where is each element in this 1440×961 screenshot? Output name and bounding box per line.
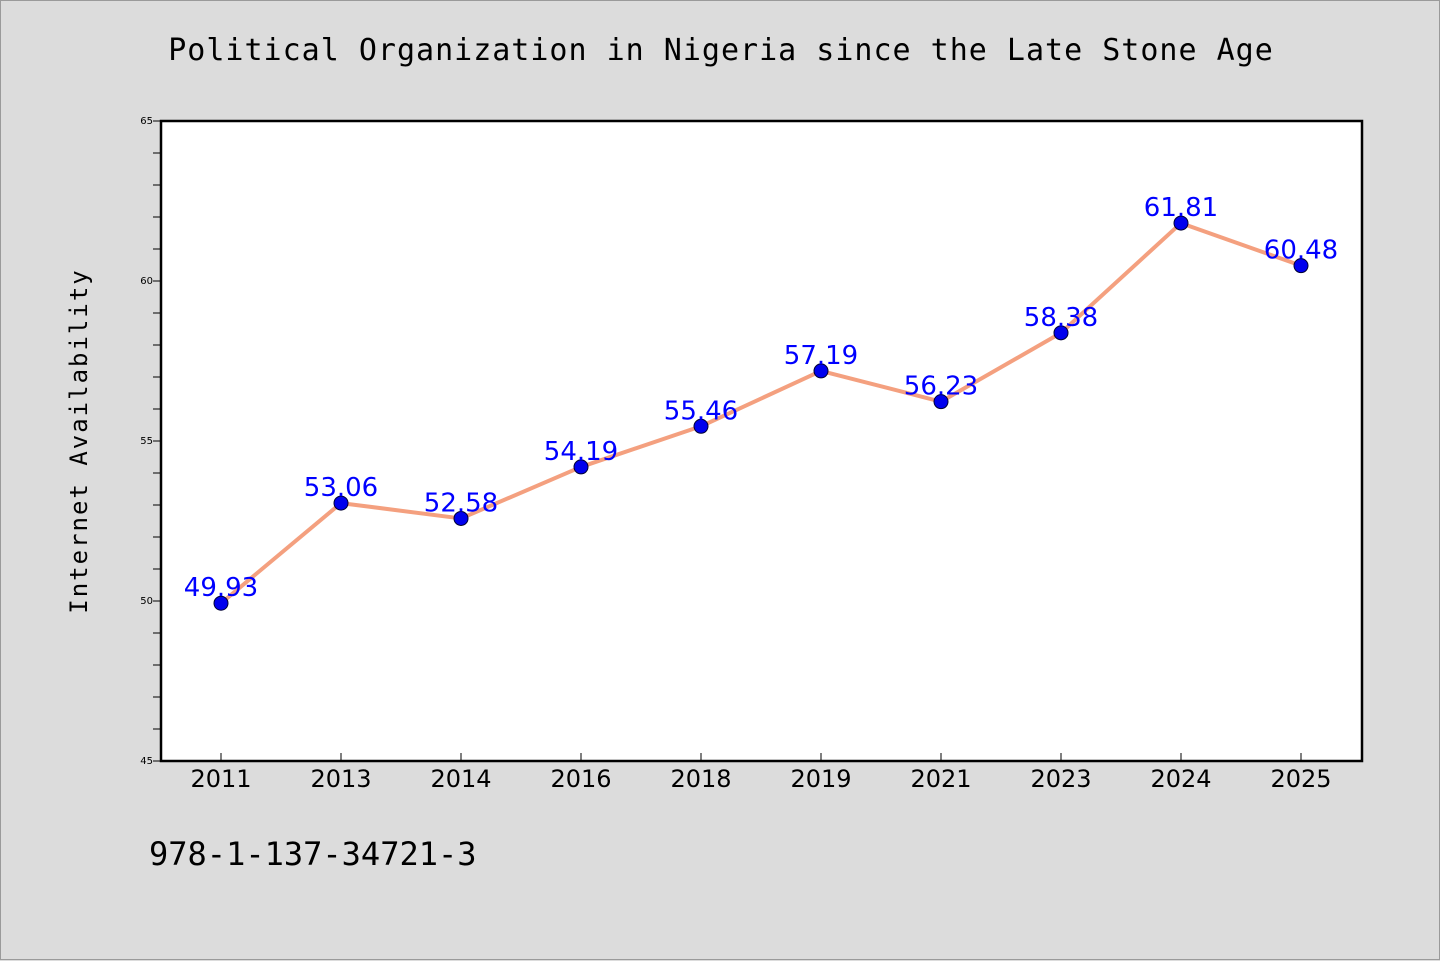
data-point <box>693 418 709 434</box>
data-label: 58.38 <box>1024 303 1098 333</box>
x-tick-label: 2014 <box>430 765 491 793</box>
isbn-label: 978-1-137-34721-3 <box>149 835 477 873</box>
data-point <box>1053 325 1069 341</box>
data-label: 60.48 <box>1264 236 1338 266</box>
data-point <box>1173 215 1189 231</box>
x-tick-label: 2021 <box>910 765 971 793</box>
data-label: 61.81 <box>1144 193 1218 223</box>
data-point <box>813 363 829 379</box>
y-tick-label: 65 <box>140 116 153 127</box>
y-tick-label: 55 <box>140 436 153 447</box>
y-tick-label: 60 <box>140 276 153 287</box>
data-label: 54.19 <box>544 437 618 467</box>
data-point <box>213 595 229 611</box>
data-label: 53.06 <box>304 473 378 503</box>
data-point <box>1293 258 1309 274</box>
plot-frame <box>159 119 1364 763</box>
x-tick-label: 2018 <box>670 765 731 793</box>
data-point <box>453 510 469 526</box>
data-label: 56.23 <box>904 372 978 402</box>
data-point <box>933 394 949 410</box>
x-tick-label: 2011 <box>190 765 251 793</box>
data-point <box>333 495 349 511</box>
data-label: 52.58 <box>424 488 498 518</box>
data-point <box>573 459 589 475</box>
y-axis-label: Internet Availability <box>65 268 93 613</box>
data-label: 55.46 <box>664 396 738 426</box>
x-tick-label: 2024 <box>1150 765 1211 793</box>
series-line <box>219 221 1303 606</box>
x-tick-label: 2019 <box>790 765 851 793</box>
plot-area <box>161 121 1362 761</box>
data-label: 49.93 <box>184 573 258 603</box>
x-tick-label: 2013 <box>310 765 371 793</box>
x-tick-label: 2023 <box>1030 765 1091 793</box>
x-tick-label: 2025 <box>1270 765 1331 793</box>
y-tick-label: 45 <box>140 756 153 767</box>
data-label: 57.19 <box>784 341 858 371</box>
y-tick-label: 50 <box>140 596 153 607</box>
x-tick-label: 2016 <box>550 765 611 793</box>
chart-title: Political Organization in Nigeria since … <box>168 33 1274 68</box>
